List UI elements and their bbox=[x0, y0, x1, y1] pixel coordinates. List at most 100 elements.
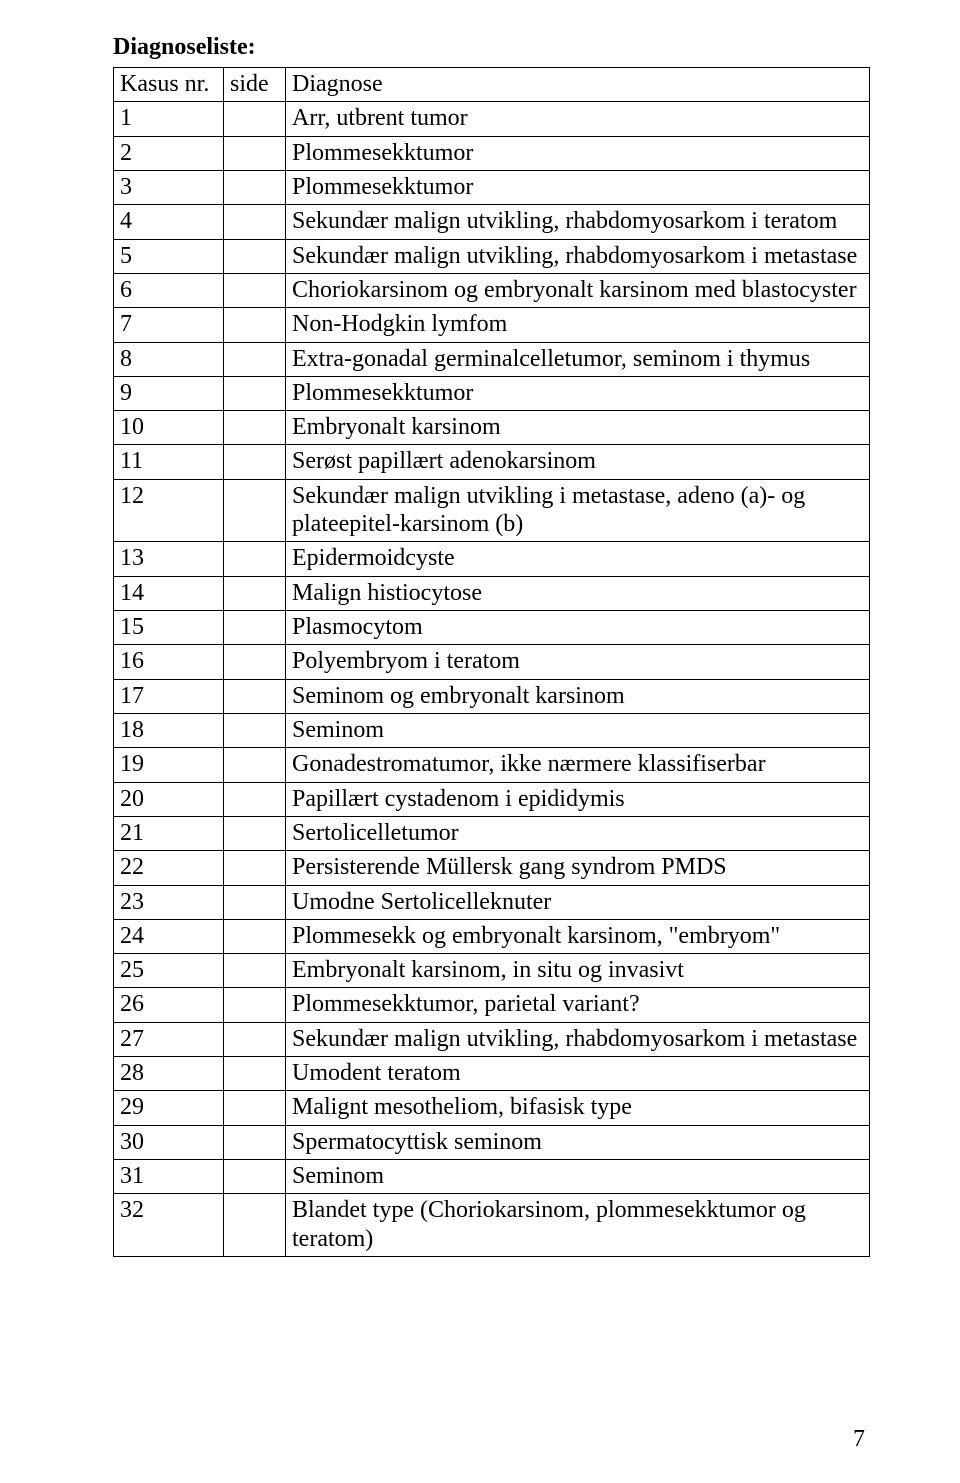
table-row: 19Gonadestromatumor, ikke nærmere klassi… bbox=[114, 748, 870, 782]
cell-kasus-nr: 24 bbox=[114, 919, 224, 953]
cell-side bbox=[224, 1057, 286, 1091]
cell-side bbox=[224, 954, 286, 988]
page-heading: Diagnoseliste: bbox=[113, 34, 870, 61]
cell-diagnose: Plasmocytom bbox=[286, 611, 870, 645]
col-header-side: side bbox=[224, 68, 286, 102]
table-row: 26Plommesekktumor, parietal variant? bbox=[114, 988, 870, 1022]
cell-diagnose: Umodne Sertolicelleknuter bbox=[286, 885, 870, 919]
cell-kasus-nr: 8 bbox=[114, 342, 224, 376]
cell-side bbox=[224, 851, 286, 885]
table-row: 11Serøst papillært adenokarsinom bbox=[114, 445, 870, 479]
cell-kasus-nr: 19 bbox=[114, 748, 224, 782]
table-header-row: Kasus nr. side Diagnose bbox=[114, 68, 870, 102]
cell-kasus-nr: 13 bbox=[114, 542, 224, 576]
cell-side bbox=[224, 1022, 286, 1056]
cell-kasus-nr: 25 bbox=[114, 954, 224, 988]
cell-side bbox=[224, 479, 286, 542]
cell-kasus-nr: 22 bbox=[114, 851, 224, 885]
cell-kasus-nr: 2 bbox=[114, 136, 224, 170]
cell-diagnose: Malignt mesotheliom, bifasisk type bbox=[286, 1091, 870, 1125]
cell-diagnose: Papillært cystadenom i epididymis bbox=[286, 782, 870, 816]
table-row: 1 Arr, utbrent tumor bbox=[114, 102, 870, 136]
cell-diagnose: Arr, utbrent tumor bbox=[286, 102, 870, 136]
table-body: Kasus nr. side Diagnose 1 Arr, utbrent tu… bbox=[114, 68, 870, 1257]
cell-side bbox=[224, 919, 286, 953]
cell-diagnose: Spermatocyttisk seminom bbox=[286, 1125, 870, 1159]
table-row: 23 Umodne Sertolicelleknuter bbox=[114, 885, 870, 919]
table-row: 4Sekundær malign utvikling, rhabdomyosar… bbox=[114, 205, 870, 239]
table-row: 9Plommesekktumor bbox=[114, 376, 870, 410]
cell-kasus-nr: 28 bbox=[114, 1057, 224, 1091]
cell-diagnose: Malign histiocytose bbox=[286, 576, 870, 610]
table-row: 13 Epidermoidcyste bbox=[114, 542, 870, 576]
cell-diagnose: Sekundær malign utvikling, rhabdomyosark… bbox=[286, 239, 870, 273]
cell-kasus-nr: 32 bbox=[114, 1194, 224, 1257]
cell-kasus-nr: 26 bbox=[114, 988, 224, 1022]
cell-side bbox=[224, 1194, 286, 1257]
cell-kasus-nr: 15 bbox=[114, 611, 224, 645]
table-row: 7Non-Hodgkin lymfom bbox=[114, 308, 870, 342]
table-row: 32Blandet type (Choriokarsinom, plommese… bbox=[114, 1194, 870, 1257]
cell-kasus-nr: 30 bbox=[114, 1125, 224, 1159]
cell-kasus-nr: 5 bbox=[114, 239, 224, 273]
cell-side bbox=[224, 170, 286, 204]
cell-diagnose: Choriokarsinom og embryonalt karsinom me… bbox=[286, 273, 870, 307]
cell-kasus-nr: 1 bbox=[114, 102, 224, 136]
cell-diagnose: Sertolicelletumor bbox=[286, 816, 870, 850]
cell-diagnose: Epidermoidcyste bbox=[286, 542, 870, 576]
cell-side bbox=[224, 748, 286, 782]
cell-side bbox=[224, 576, 286, 610]
cell-diagnose: Seminom og embryonalt karsinom bbox=[286, 679, 870, 713]
cell-diagnose: Plommesekktumor bbox=[286, 376, 870, 410]
table-row: 8Extra-gonadal germinalcelletumor, semin… bbox=[114, 342, 870, 376]
cell-kasus-nr: 4 bbox=[114, 205, 224, 239]
cell-side bbox=[224, 782, 286, 816]
cell-side bbox=[224, 102, 286, 136]
cell-side bbox=[224, 445, 286, 479]
cell-side bbox=[224, 1125, 286, 1159]
cell-side bbox=[224, 645, 286, 679]
cell-diagnose: Seminom bbox=[286, 1160, 870, 1194]
cell-diagnose: Sekundær malign utvikling i metastase, a… bbox=[286, 479, 870, 542]
cell-side bbox=[224, 713, 286, 747]
table-row: 6 Choriokarsinom og embryonalt karsinom m… bbox=[114, 273, 870, 307]
table-row: 14 Malign histiocytose bbox=[114, 576, 870, 610]
cell-side bbox=[224, 308, 286, 342]
cell-kasus-nr: 6 bbox=[114, 273, 224, 307]
table-row: 21 Sertolicelletumor bbox=[114, 816, 870, 850]
table-row: 24 Plommesekk og embryonalt karsinom, "em… bbox=[114, 919, 870, 953]
cell-diagnose: Sekundær malign utvikling, rhabdomyosark… bbox=[286, 1022, 870, 1056]
table-row: 18Seminom bbox=[114, 713, 870, 747]
cell-side bbox=[224, 342, 286, 376]
cell-side bbox=[224, 273, 286, 307]
cell-diagnose: Polyembryom i teratom bbox=[286, 645, 870, 679]
cell-side bbox=[224, 205, 286, 239]
col-header-diagnose: Diagnose bbox=[286, 68, 870, 102]
cell-kasus-nr: 16 bbox=[114, 645, 224, 679]
cell-side bbox=[224, 679, 286, 713]
cell-diagnose: Non-Hodgkin lymfom bbox=[286, 308, 870, 342]
table-row: 29Malignt mesotheliom, bifasisk type bbox=[114, 1091, 870, 1125]
cell-kasus-nr: 17 bbox=[114, 679, 224, 713]
table-row: 22Persisterende Müllersk gang syndrom PM… bbox=[114, 851, 870, 885]
cell-side bbox=[224, 136, 286, 170]
cell-kasus-nr: 31 bbox=[114, 1160, 224, 1194]
cell-kasus-nr: 10 bbox=[114, 411, 224, 445]
cell-kasus-nr: 27 bbox=[114, 1022, 224, 1056]
cell-kasus-nr: 23 bbox=[114, 885, 224, 919]
cell-side bbox=[224, 376, 286, 410]
table-row: 31 Seminom bbox=[114, 1160, 870, 1194]
cell-kasus-nr: 3 bbox=[114, 170, 224, 204]
cell-side bbox=[224, 542, 286, 576]
cell-kasus-nr: 14 bbox=[114, 576, 224, 610]
cell-kasus-nr: 20 bbox=[114, 782, 224, 816]
cell-diagnose: Plommesekk og embryonalt karsinom, "embr… bbox=[286, 919, 870, 953]
table-row: 30 Spermatocyttisk seminom bbox=[114, 1125, 870, 1159]
cell-diagnose: Umodent teratom bbox=[286, 1057, 870, 1091]
cell-side bbox=[224, 411, 286, 445]
table-row: 20 Papillært cystadenom i epididymis bbox=[114, 782, 870, 816]
table-row: 5 Sekundær malign utvikling, rhabdomyosar… bbox=[114, 239, 870, 273]
cell-diagnose: Embryonalt karsinom bbox=[286, 411, 870, 445]
table-row: 25Embryonalt karsinom, in situ og invasi… bbox=[114, 954, 870, 988]
cell-kasus-nr: 21 bbox=[114, 816, 224, 850]
